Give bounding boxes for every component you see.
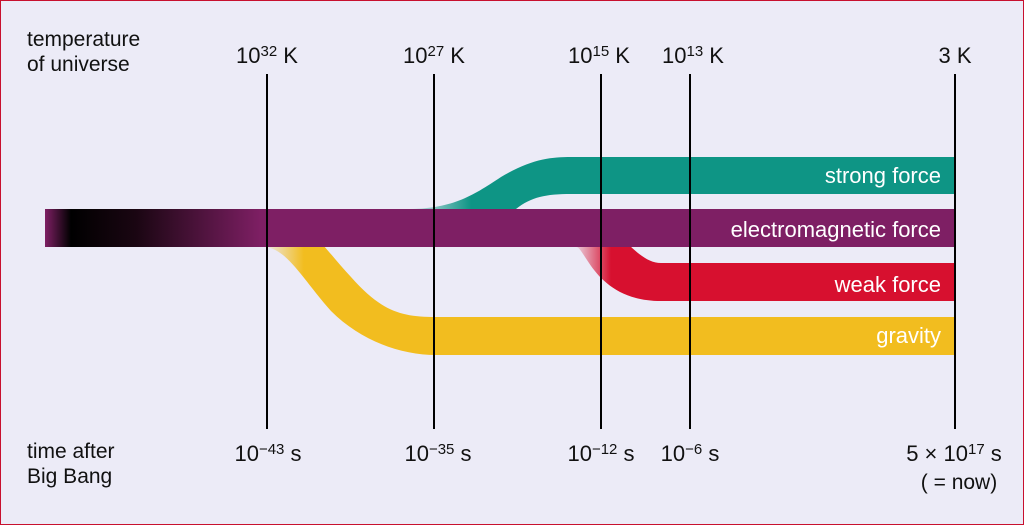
- weak-force-label: weak force: [834, 272, 941, 297]
- temperature-tick-2: 1027 K: [403, 43, 465, 68]
- strong-force-label: strong force: [824, 163, 941, 188]
- time-label: time after Big Bang: [27, 439, 115, 489]
- temperature-label-line1: temperature: [27, 28, 141, 51]
- temperature-tick-4: 1013 K: [662, 43, 724, 68]
- strong-force-band: [406, 157, 956, 231]
- weak-force-band: [576, 209, 956, 301]
- time-tick-2: 10−35 s: [404, 441, 472, 466]
- temperature-tick-5: 3 K: [938, 43, 972, 68]
- temperature-label: temperature of universe: [27, 27, 140, 77]
- electromagnetic-force-label: electromagnetic force: [730, 217, 941, 242]
- gravity-label: gravity: [876, 323, 941, 348]
- temperature-label-line2: of universe: [27, 53, 130, 76]
- time-tick-5: 5 × 1017 s: [906, 441, 1002, 466]
- time-tick-3: 10−12 s: [567, 441, 635, 466]
- temperature-tick-3: 1015 K: [568, 43, 630, 68]
- time-tick-4: 10−6 s: [660, 441, 720, 466]
- time-now-note: ( = now): [920, 471, 998, 494]
- temperature-tick-1: 1032 K: [236, 43, 298, 68]
- time-label-line1: time after: [27, 440, 115, 463]
- time-tick-1: 10−43 s: [234, 441, 302, 466]
- time-label-line2: Big Bang: [27, 465, 113, 488]
- big-bang-fade: [45, 209, 265, 247]
- gravity-band: [263, 209, 956, 355]
